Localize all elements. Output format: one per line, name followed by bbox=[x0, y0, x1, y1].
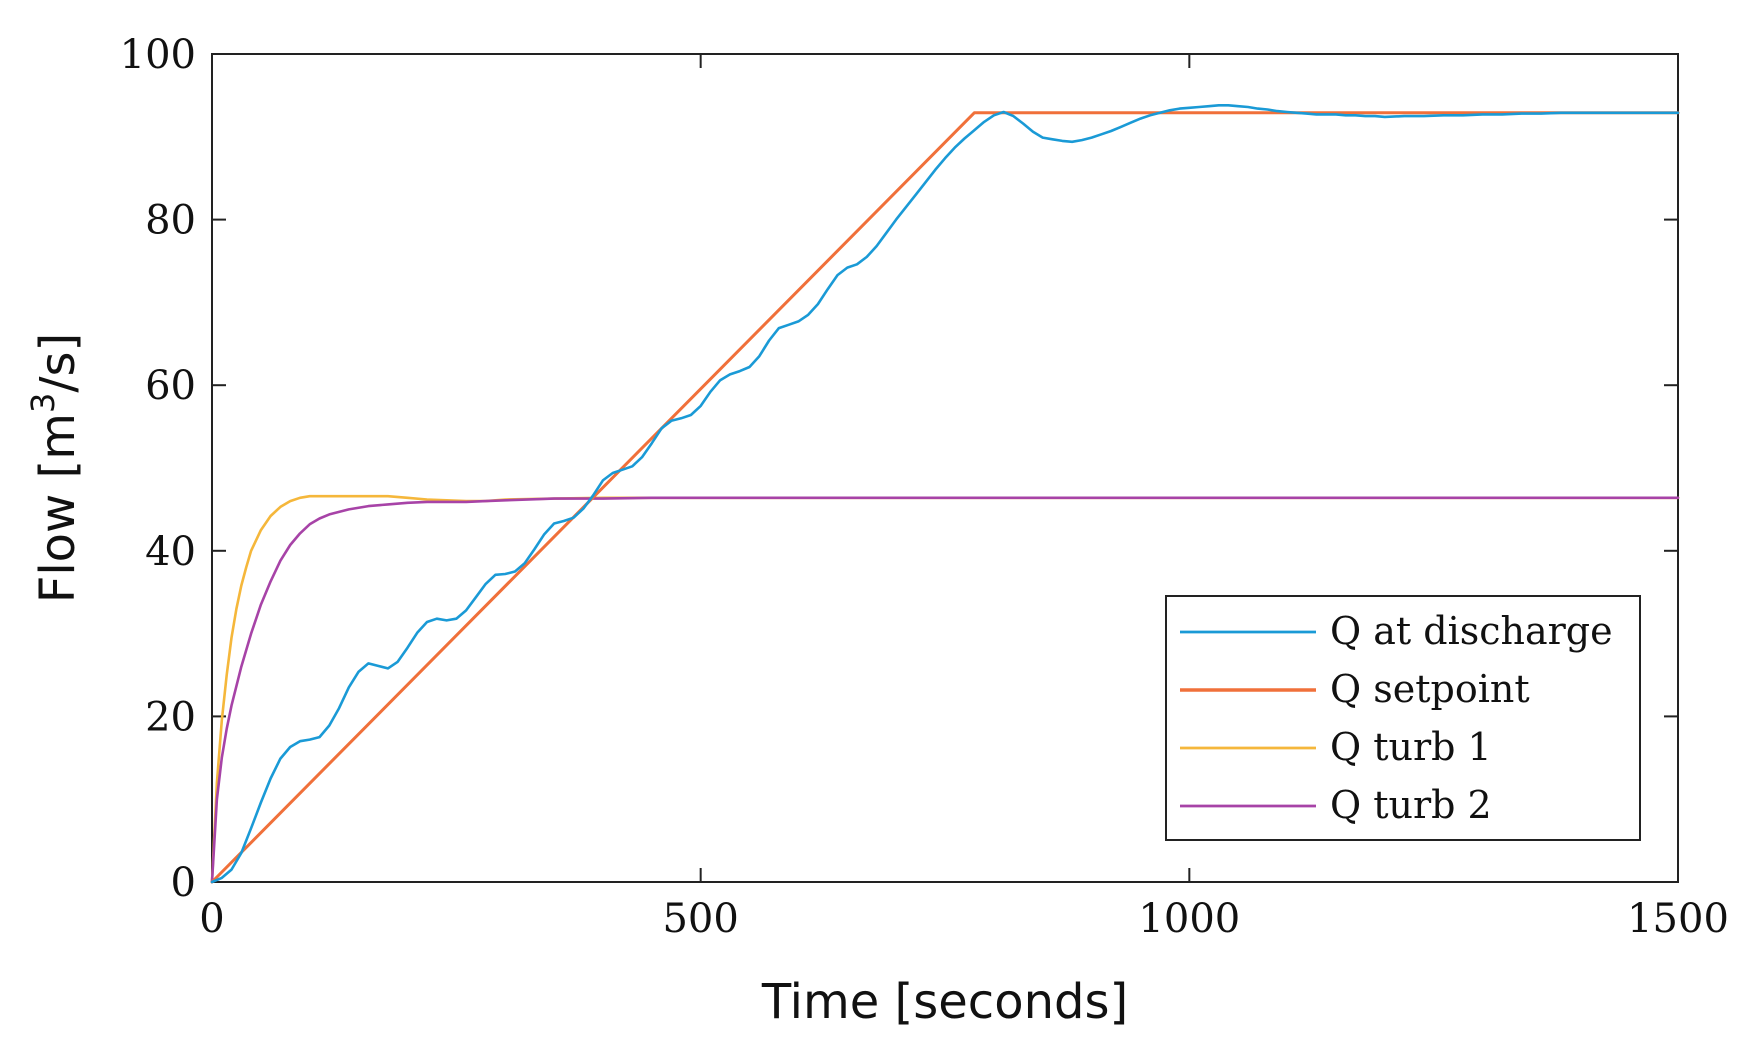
y-axis-title: Flow [m3/s] bbox=[24, 333, 86, 604]
legend-label: Q turb 2 bbox=[1330, 783, 1492, 827]
series-line-q-setpoint bbox=[210, 111, 1680, 884]
y-tick-label: 0 bbox=[171, 860, 196, 906]
series-line-q-at-discharge bbox=[210, 104, 1680, 884]
y-tick-label: 20 bbox=[145, 694, 196, 740]
x-tick-label: 1500 bbox=[1627, 896, 1729, 942]
legend-entries: Q at discharge Q setpoint Q turb 1 Q turb 2 bbox=[1180, 609, 1613, 827]
legend-box bbox=[1165, 595, 1641, 841]
plot-area bbox=[210, 53, 1680, 884]
y-tick-label: 60 bbox=[145, 363, 196, 409]
x-tick-label: 0 bbox=[199, 896, 224, 942]
x-tick-label: 500 bbox=[662, 896, 738, 942]
y-axis-title-sup: 3 bbox=[24, 393, 62, 413]
y-axis-title-suffix: /s] bbox=[30, 333, 86, 393]
y-tick-label: 100 bbox=[120, 32, 196, 78]
x-tick-label: 1000 bbox=[1138, 896, 1240, 942]
legend-label: Q turb 1 bbox=[1330, 725, 1492, 769]
legend: Q at discharge Q setpoint Q turb 1 Q turb 2 bbox=[1165, 595, 1641, 841]
y-tick-label: 80 bbox=[145, 198, 196, 244]
legend-label: Q setpoint bbox=[1330, 667, 1530, 711]
legend-label: Q at discharge bbox=[1330, 609, 1613, 653]
y-tick-label: 40 bbox=[145, 529, 196, 575]
series-line-q-turb-2 bbox=[210, 496, 1680, 884]
y-axis-title-prefix: Flow [m bbox=[30, 413, 86, 603]
x-axis-title: Time [seconds] bbox=[761, 974, 1128, 1030]
series-layer bbox=[210, 104, 1680, 884]
tick-labels: 0 500 1000 1500 0 20 40 60 80 100 bbox=[120, 32, 1729, 942]
